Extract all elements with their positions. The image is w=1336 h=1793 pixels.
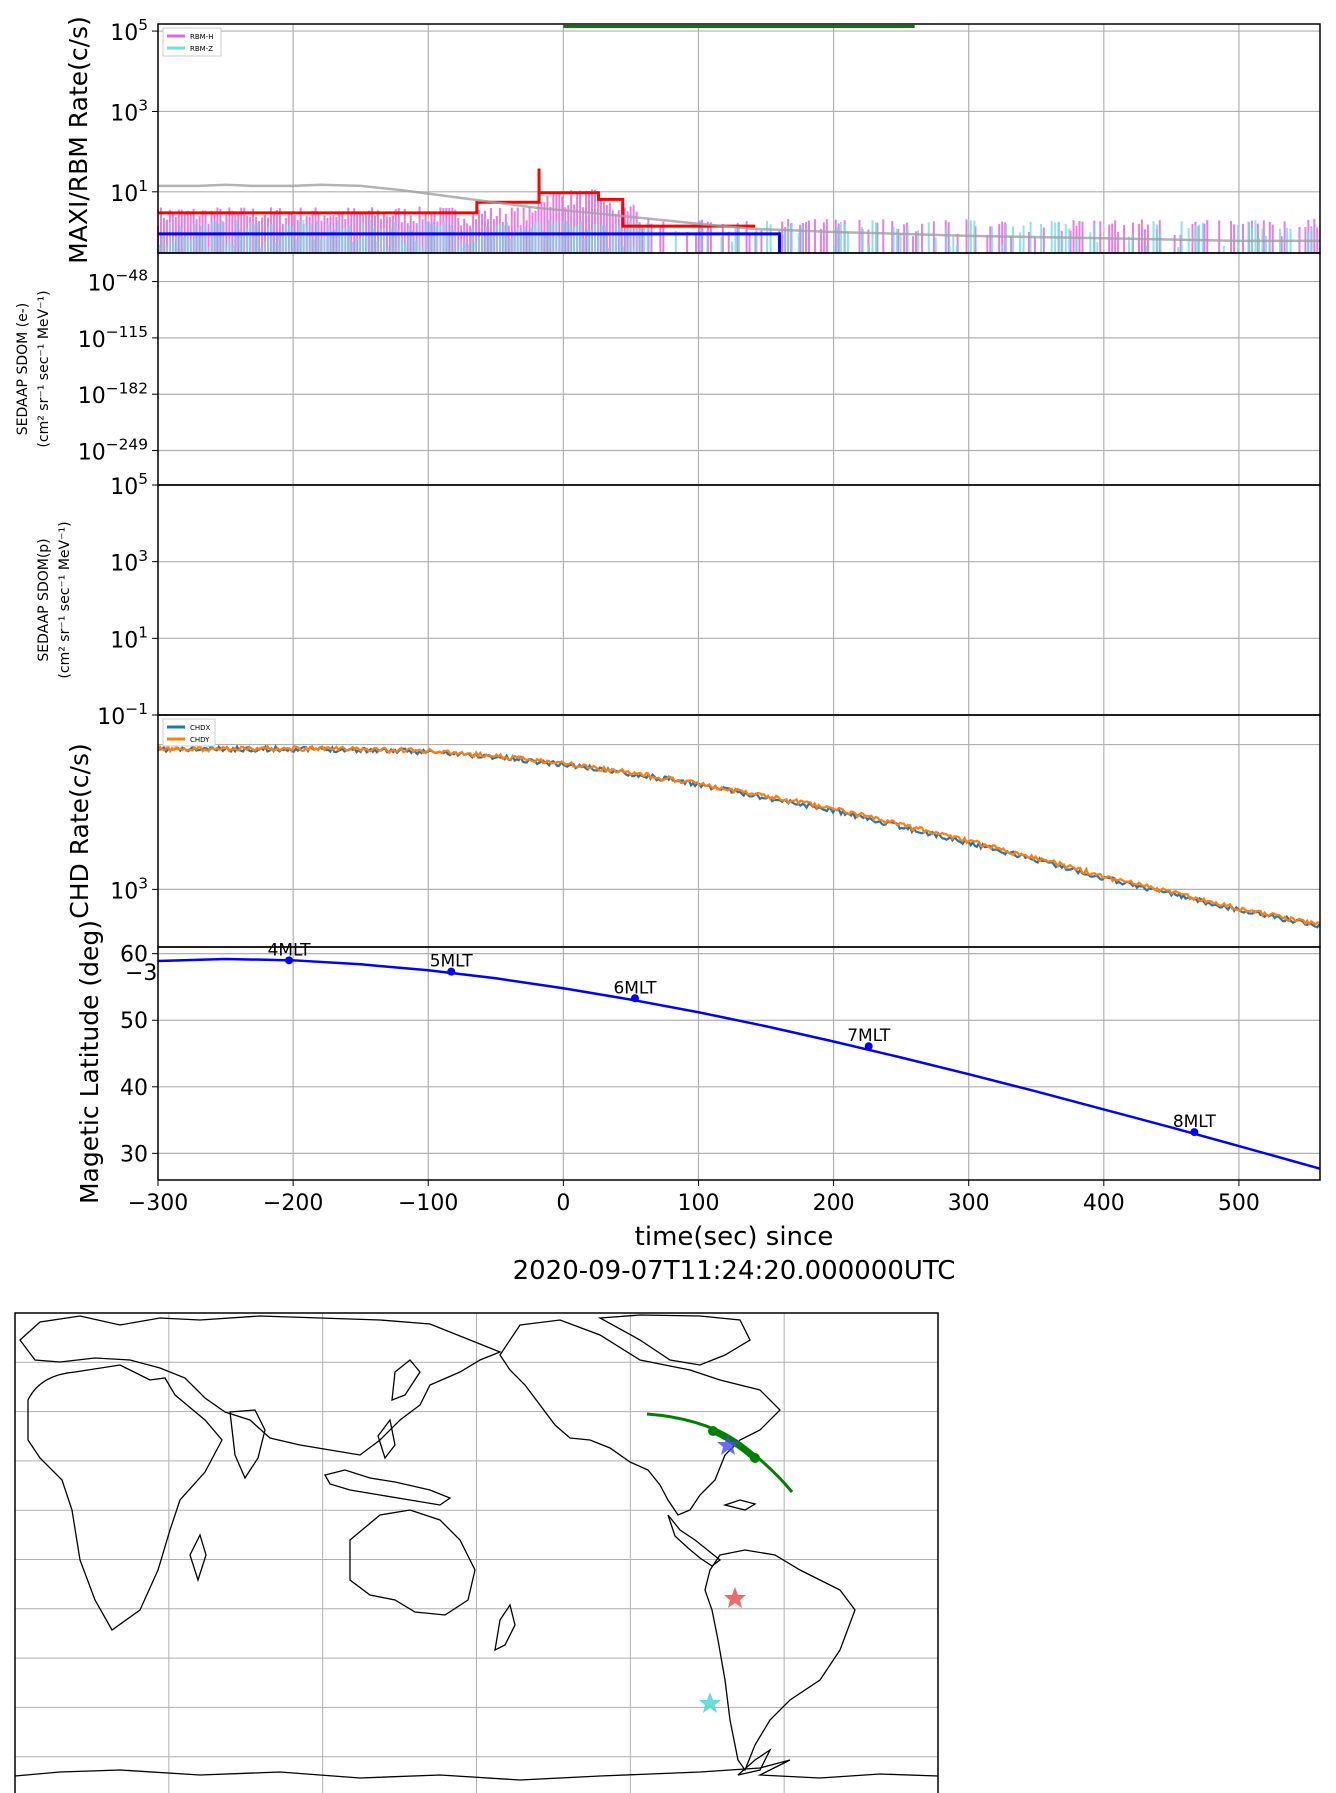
x-axis-label: time(sec) since [635,1222,834,1252]
mlt-label-1: 5MLT [430,952,474,972]
y-tick-label-1: 103 [110,547,148,577]
sedaap-e-panel: 10−48 10−115 10−182 10−249 SEDAAP SDOM (e-)… [15,252,1321,486]
mlt-marker-3 [864,1042,873,1051]
y-tick-label-0: 105 [110,470,148,500]
y-tick-label-2: 10−182 [78,379,148,409]
x-axis-label-reference-time: 2020-09-07T11:24:20.000000UTC [513,1256,956,1286]
maglat-line [157,957,1321,1170]
legend-rbm-z: RBM-Z [190,45,213,53]
x-tick-label-3: 0 [556,1191,570,1216]
maglat-panel: 4MLT 5MLT 6MLT 7MLT 8MLT 60 50 40 30 −300 −200 −10… [75,920,1321,1286]
mlt-marker-4 [1190,1128,1199,1137]
sedaap-e-ylabel-2: (cm² sr⁻¹ sec⁻¹ MeV⁻¹) [36,290,52,447]
y-tick-label-3: 30 [120,1142,148,1167]
x-tick-label-5: 200 [813,1191,855,1216]
y-tick-label-0: 103 [110,874,148,904]
mlt-marker-2 [630,994,639,1003]
star-marker-blue [717,1434,739,1455]
map-stars [699,1434,746,1713]
chd-ylabel: CHD Rate(c/s) [65,743,94,918]
sedaap-p-ylabel-2: (cm² sr⁻¹ sec⁻¹ MeV⁻¹) [57,521,73,678]
sedaap-p-ylabel-1: SEDAAP SDOM(p) [36,538,52,661]
y-tick-label-1: 50 [120,1009,148,1034]
x-tick-label-7: 400 [1083,1191,1125,1216]
chdy-line [157,744,1320,927]
maxi-rbm-legend: RBM-H RBM-Z [162,27,222,57]
legend-chdx: CHDX [190,724,211,732]
world-coastlines [14,1314,939,1781]
y-tick-label-1: 103 [110,97,148,127]
y-tick-label-0: 60 [120,943,148,968]
x-tick-label-2: −100 [398,1191,458,1216]
chdx-line [157,744,1321,929]
x-tick-label-1: −200 [263,1191,323,1216]
legend-chdy: CHDY [190,736,210,744]
track-marker-end [750,1453,760,1463]
y-tick-label-1: 10−115 [78,323,148,353]
y-tick-label-3: 10−1 [97,700,148,730]
y-tick-label-2: 101 [110,177,148,207]
x-tick-label-6: 300 [948,1191,990,1216]
mlt-label-3: 7MLT [847,1026,891,1046]
x-tick-label-4: 100 [677,1191,719,1216]
series-red-line [158,191,756,228]
y-tick-label-2: 101 [110,623,148,653]
x-tick-label-8: 500 [1218,1191,1260,1216]
sedaap-p-panel: 105 103 101 10−1 SEDAAP SDOM(p) (cm² sr⁻¹ s… [36,470,1321,730]
y-tick-label-2: 40 [120,1076,148,1101]
chd-legend: CHDX CHDY [162,718,216,747]
mlt-marker-0 [285,956,294,965]
maxi-rbm-ylabel: MAXI/RBM Rate(c/s) [64,16,93,264]
legend-rbm-h: RBM-H [190,33,214,41]
star-marker-cyan [699,1692,721,1713]
track-marker-start [708,1426,718,1436]
y-tick-label-0: 10−48 [88,267,148,297]
maglat-ylabel: Magetic Latitude (deg) [75,920,104,1204]
mlt-marker-1 [447,967,456,976]
series-gray-line [158,183,1320,243]
x-tick-label-0: −300 [128,1191,188,1216]
chd-panel: 103 CHD Rate(c/s) CHDX CHDY [65,714,1321,948]
y-tick-label-0: 105 [110,16,148,46]
maxi-rbm-panel: 105 103 101 MAXI/RBM Rate(c/s) RBM-H RBM-Z [64,16,1321,264]
series-blue-line [158,232,782,253]
y-tick-label-3: 10−249 [78,436,148,466]
mlt-label-0: 4MLT [268,940,312,960]
star-marker-red [724,1587,746,1608]
ground-track-map [14,1312,939,1793]
mlt-label-2: 6MLT [613,978,657,998]
maglat-corner-label: −3 [125,961,157,986]
mlt-label-4: 8MLT [1173,1112,1217,1132]
sedaap-e-ylabel-1: SEDAAP SDOM (e-) [15,303,31,436]
